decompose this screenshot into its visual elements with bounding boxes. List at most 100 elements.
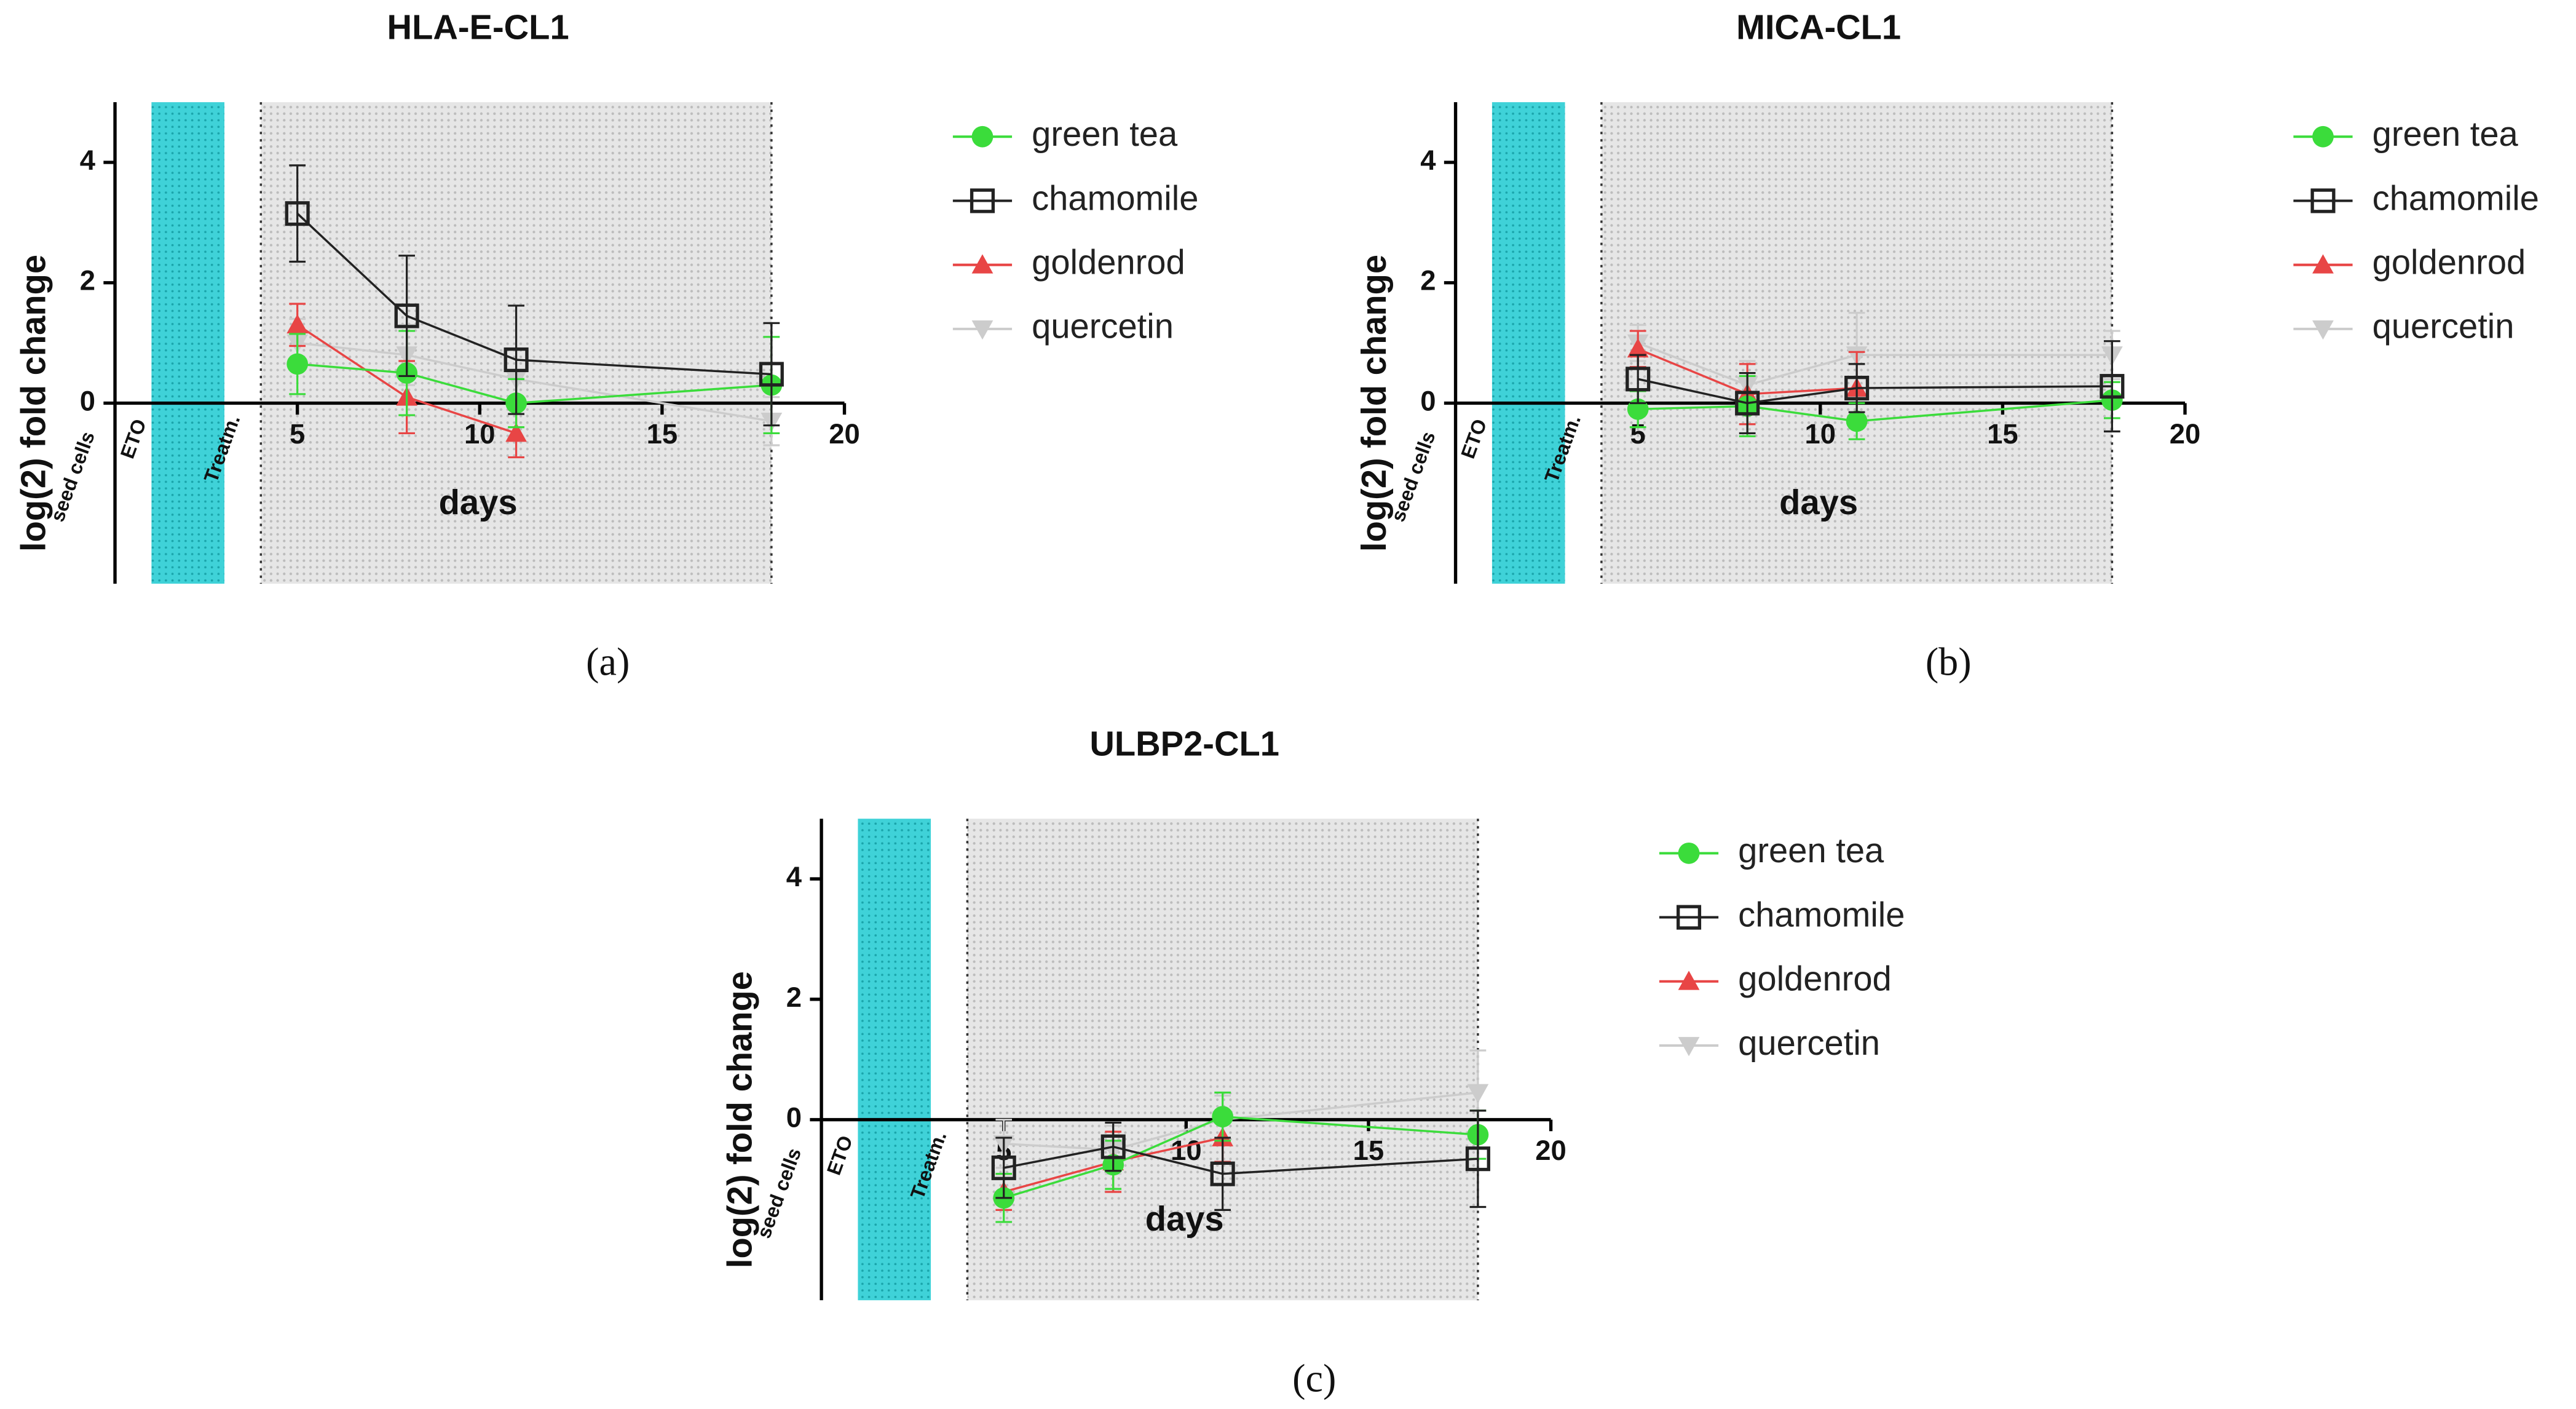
x-tick-label: 15 [1987,418,2018,450]
marker [1846,410,1868,432]
marker [286,353,309,375]
y-tick-label: 0 [786,1102,802,1133]
caption: (c) [1292,1356,1336,1400]
legend-marker [971,254,994,274]
legend-marker [1676,905,1702,930]
marker [1465,1146,1490,1172]
chart-title: MICA-CL1 [1736,7,1901,46]
x-tick-label: 20 [2170,418,2201,450]
legend-marker [1678,1037,1700,1057]
x-tick-label: 15 [1353,1135,1385,1166]
x-tick-label: 20 [829,418,860,450]
marker [2100,374,2125,399]
x-tick-label: 20 [1535,1135,1567,1166]
series-line [297,341,772,423]
legend-label: quercetin [2373,307,2515,346]
x-axis-label: days [1145,1199,1224,1238]
legend-label: green tea [1032,114,1178,153]
legend-label: goldenrod [1738,959,1892,998]
legend-label: green tea [1738,831,1884,870]
x-tick-label: 10 [1805,418,1836,450]
annotation: ETO [116,416,151,462]
legend-marker [1678,842,1700,864]
annotation: ETO [1456,416,1491,462]
marker [1210,1161,1235,1186]
y-tick-label: 2 [786,982,802,1013]
annotation: seed cells [1386,429,1439,525]
legend-label: chamomile [2373,178,2539,217]
annotation: seed cells [46,429,99,525]
caption: (a) [586,640,630,683]
series-line [1637,378,2112,405]
legend-label: goldenrod [1032,243,1185,282]
legend-marker [971,125,994,148]
shaded-region [1491,102,1565,584]
legend-marker [970,188,995,213]
error-bar [1848,363,1865,413]
error-bar [995,1137,1013,1199]
legend-label: green tea [2373,114,2519,153]
legend-marker [2312,320,2334,340]
marker [504,347,529,373]
error-bar [289,164,306,263]
y-axis-label: log(2) fold change [1354,255,1393,552]
error-bar [1629,354,1646,405]
series-line [1003,1115,1479,1199]
series-line [297,363,772,405]
error-bar [1105,1121,1122,1172]
marker [285,201,310,226]
error-bar [1469,1109,1487,1209]
marker [286,314,309,334]
shaded-region [151,102,225,584]
legend-marker [1678,970,1700,990]
legend-label: chamomile [1738,895,1905,934]
error-bar [2104,340,2120,433]
y-axis-label: log(2) fold change [14,255,53,552]
legend-marker [2312,125,2334,148]
y-tick-label: 2 [80,265,95,296]
x-tick-label: 15 [647,418,678,450]
series-line [1003,1091,1479,1151]
annotation: seed cells [753,1145,805,1241]
y-tick-label: 0 [1420,385,1436,416]
legend-marker [2310,188,2336,213]
legend-label: quercetin [1738,1023,1880,1062]
marker [505,423,527,442]
marker [1626,367,1651,392]
error-bar [763,322,780,427]
shaded-region [967,819,1478,1301]
legend-label: goldenrod [2373,243,2526,282]
y-tick-label: 2 [1420,265,1436,296]
y-tick-label: 0 [80,385,95,416]
x-tick-label: 10 [464,418,496,450]
marker [1212,1106,1234,1128]
series-line [1638,399,2112,423]
series-line [1637,341,2112,386]
x-tick-label: 10 [1171,1135,1202,1166]
marker [1844,375,1870,401]
marker [1467,1084,1489,1103]
error-bar [1739,371,1756,435]
marker [1735,391,1760,416]
marker [991,1155,1016,1180]
shaded-region [858,819,931,1301]
legend-label: chamomile [1032,178,1198,217]
y-tick-label: 4 [1420,145,1436,176]
legend-marker [2312,254,2334,274]
series-line [1003,1145,1479,1175]
marker [1627,338,1649,358]
chart-title: ULBP2-CL1 [1089,724,1279,763]
caption: (b) [1926,640,1972,683]
annotation: ETO [823,1133,857,1178]
marker [1100,1134,1126,1159]
error-bar [398,255,415,378]
marker [394,303,419,328]
x-tick-label: 5 [290,418,305,450]
series-line [296,212,772,376]
y-tick-label: 4 [786,861,802,892]
legend-label: quercetin [1032,307,1174,346]
